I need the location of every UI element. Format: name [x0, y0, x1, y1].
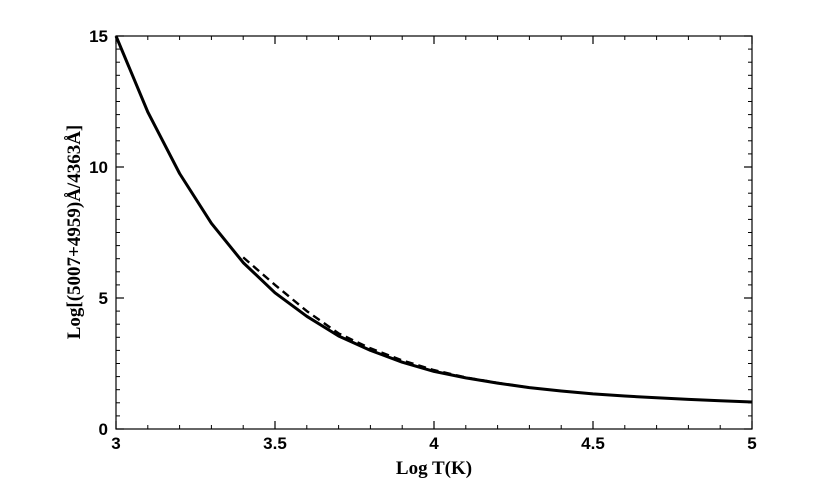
dashed-series-line — [242, 256, 530, 389]
x-tick-label: 3.5 — [263, 434, 287, 453]
y-tick-label: 5 — [99, 289, 108, 308]
x-axis-label: Log T(K) — [396, 458, 472, 479]
y-tick-label: 0 — [99, 420, 108, 439]
solid-series-line — [114, 35, 753, 404]
y-tick-labels: 0 5 10 15 — [89, 27, 108, 439]
major-ticks — [115, 35, 753, 430]
x-tick-label: 3 — [111, 434, 120, 453]
y-axis-label: Log[(5007+4959)Å/4363Å] — [64, 125, 85, 340]
x-tick-label: 4.5 — [581, 434, 605, 453]
x-tick-labels: 3 3.5 4 4.5 5 — [111, 434, 756, 453]
y-tick-label: 10 — [89, 158, 108, 177]
minor-ticks — [116, 36, 752, 429]
x-tick-label: 4 — [429, 434, 439, 453]
y-tick-label: 15 — [89, 27, 108, 46]
x-tick-label: 5 — [747, 434, 756, 453]
series-layer — [114, 35, 753, 404]
